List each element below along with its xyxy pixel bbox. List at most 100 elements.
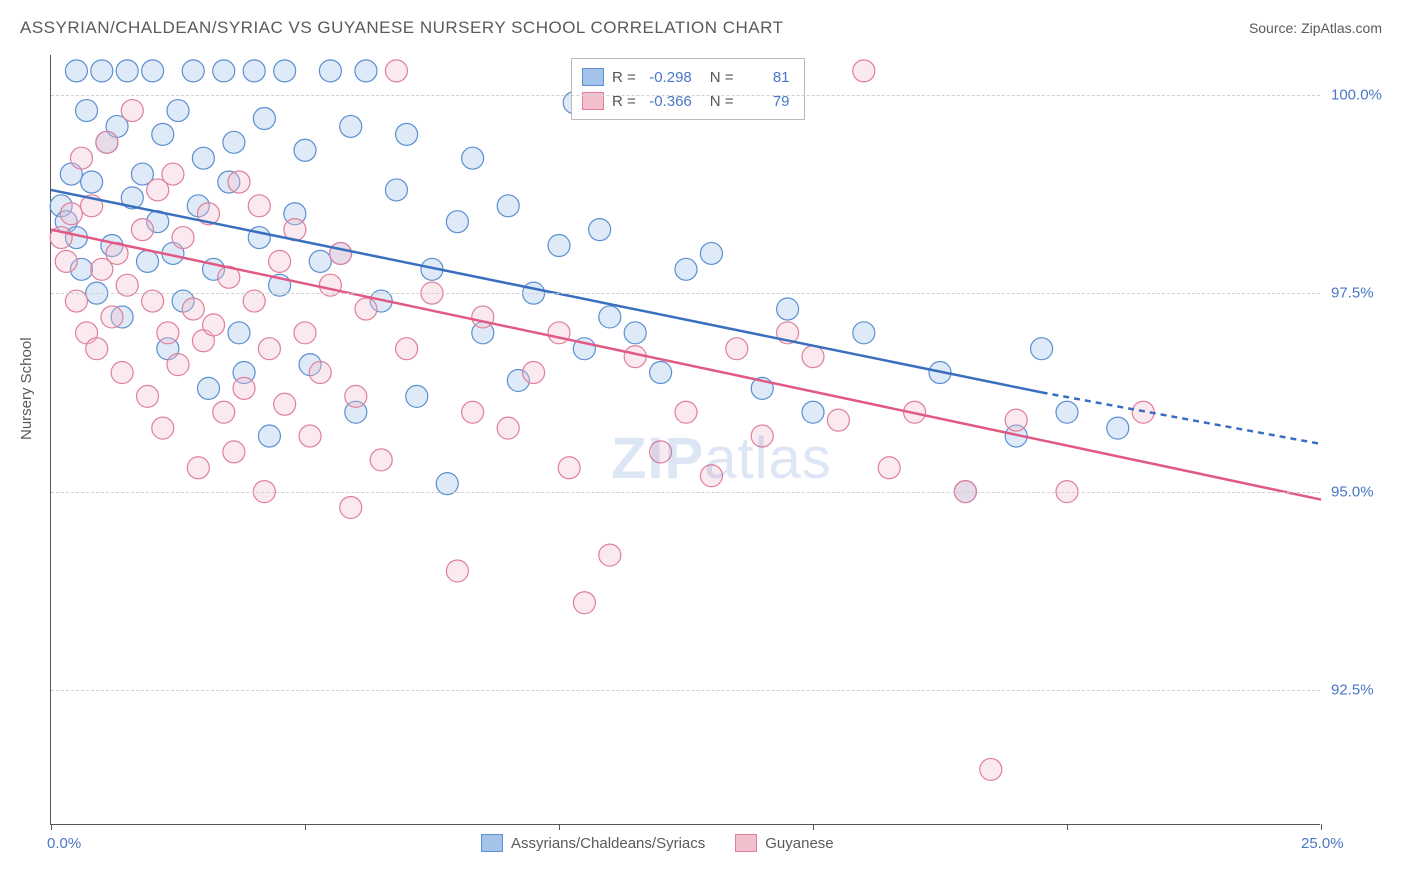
scatter-point: [111, 362, 133, 384]
y-axis-label: Nursery School: [18, 337, 35, 440]
scatter-point: [497, 417, 519, 439]
gridline: [51, 690, 1320, 691]
scatter-point: [589, 219, 611, 241]
chart-title: ASSYRIAN/CHALDEAN/SYRIAC VS GUYANESE NUR…: [20, 18, 783, 38]
r-value-1: -0.298: [644, 69, 692, 86]
scatter-point: [55, 250, 77, 272]
swatch-series1: [582, 68, 604, 86]
series-legend: Assyrians/Chaldeans/Syriacs Guyanese: [481, 834, 834, 852]
scatter-point: [91, 60, 113, 82]
trend-line: [51, 190, 1042, 392]
scatter-point: [65, 60, 87, 82]
scatter-point: [228, 171, 250, 193]
scatter-point: [309, 362, 331, 384]
x-tick-label: 25.0%: [1301, 835, 1344, 852]
scatter-point: [573, 592, 595, 614]
scatter-point: [182, 60, 204, 82]
scatter-point: [213, 401, 235, 423]
n-label-1: N =: [710, 69, 734, 86]
scatter-point: [700, 242, 722, 264]
scatter-point: [233, 377, 255, 399]
scatter-point: [548, 322, 570, 344]
scatter-point: [1107, 417, 1129, 439]
scatter-point: [294, 322, 316, 344]
x-tick-mark: [1067, 824, 1068, 830]
scatter-point: [751, 425, 773, 447]
x-tick-mark: [51, 824, 52, 830]
scatter-point: [700, 465, 722, 487]
scatter-point: [370, 449, 392, 471]
scatter-point: [243, 60, 265, 82]
scatter-point: [650, 441, 672, 463]
scatter-point: [462, 147, 484, 169]
scatter-point: [162, 163, 184, 185]
x-tick-label: 0.0%: [47, 835, 81, 852]
scatter-point: [152, 123, 174, 145]
source-attribution: Source: ZipAtlas.com: [1249, 20, 1382, 36]
scatter-point: [853, 60, 875, 82]
scatter-point: [223, 131, 245, 153]
scatter-point: [462, 401, 484, 423]
y-tick-label: 95.0%: [1331, 483, 1374, 500]
scatter-point: [599, 544, 621, 566]
scatter-point: [385, 179, 407, 201]
scatter-point: [192, 147, 214, 169]
source-label: Source:: [1249, 20, 1297, 36]
scatter-point: [258, 338, 280, 360]
x-tick-mark: [305, 824, 306, 830]
scatter-point: [157, 322, 179, 344]
scatter-point: [274, 60, 296, 82]
scatter-point: [1056, 401, 1078, 423]
scatter-point: [1031, 338, 1053, 360]
scatter-point: [197, 377, 219, 399]
y-tick-label: 92.5%: [1331, 682, 1374, 699]
scatter-point: [248, 195, 270, 217]
scatter-point: [385, 60, 407, 82]
scatter-point: [294, 139, 316, 161]
scatter-point: [96, 131, 118, 153]
scatter-point: [472, 306, 494, 328]
scatter-point: [548, 235, 570, 257]
scatter-point: [116, 60, 138, 82]
trend-line-extrapolated: [1042, 392, 1321, 444]
scatter-point: [167, 100, 189, 122]
legend-swatch-1: [481, 834, 503, 852]
scatter-point: [675, 401, 697, 423]
scatter-point: [497, 195, 519, 217]
scatter-point: [86, 338, 108, 360]
scatter-point: [599, 306, 621, 328]
scatter-point: [330, 242, 352, 264]
scatter-point: [396, 338, 418, 360]
scatter-point: [355, 298, 377, 320]
scatter-point: [299, 425, 321, 447]
legend-item-2: Guyanese: [735, 834, 833, 852]
scatter-svg: [51, 55, 1320, 824]
scatter-point: [258, 425, 280, 447]
legend-label-1: Assyrians/Chaldeans/Syriacs: [511, 835, 705, 852]
y-tick-label: 100.0%: [1331, 86, 1382, 103]
legend-label-2: Guyanese: [765, 835, 833, 852]
legend-item-1: Assyrians/Chaldeans/Syriacs: [481, 834, 705, 852]
scatter-point: [340, 115, 362, 137]
scatter-point: [182, 298, 204, 320]
scatter-point: [187, 457, 209, 479]
stats-legend: R = -0.298 N = 81 R = -0.366 N = 79: [571, 58, 805, 120]
scatter-point: [152, 417, 174, 439]
scatter-point: [137, 385, 159, 407]
scatter-point: [980, 758, 1002, 780]
scatter-point: [101, 306, 123, 328]
scatter-point: [319, 60, 341, 82]
gridline: [51, 95, 1320, 96]
scatter-point: [269, 250, 291, 272]
scatter-point: [446, 560, 468, 582]
scatter-point: [802, 346, 824, 368]
scatter-point: [558, 457, 580, 479]
scatter-point: [137, 250, 159, 272]
scatter-point: [70, 147, 92, 169]
x-tick-mark: [813, 824, 814, 830]
scatter-point: [274, 393, 296, 415]
scatter-point: [396, 123, 418, 145]
scatter-point: [309, 250, 331, 272]
scatter-point: [213, 60, 235, 82]
gridline: [51, 293, 1320, 294]
